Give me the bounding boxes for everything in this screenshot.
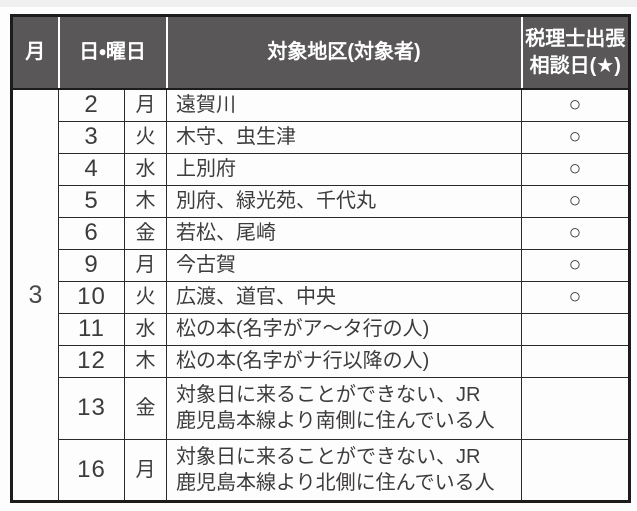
day-cell: 2 — [58, 88, 125, 122]
day-cell: 16 — [58, 438, 125, 502]
tax-mark-cell: ○ — [521, 216, 630, 250]
table-row: 3 火 木守、虫生津 ○ — [12, 120, 630, 154]
area-cell: 若松、尾崎 — [166, 216, 522, 250]
weekday-cell: 火 — [124, 120, 167, 154]
tax-mark-cell — [521, 376, 630, 440]
tax-mark-cell: ○ — [521, 280, 630, 314]
header-row: 月 日・曜日 対象地区(対象者) 税理士出張 相談日(★) — [11, 15, 630, 90]
table-row: 5 木 別府、緑光苑、千代丸 ○ — [12, 184, 630, 218]
header-tax-consultation: 税理士出張 相談日(★) — [520, 15, 630, 90]
month-cell: 3 — [11, 88, 59, 502]
tax-mark-cell — [521, 312, 630, 346]
table-row: 13 金 対象日に来ることができない、JR 鹿児島本線より南側に住んでいる人 — [12, 376, 630, 440]
header-day-weekday: 日・曜日 — [57, 15, 167, 90]
table-row: 10 火 広渡、道官、中央 ○ — [12, 280, 630, 314]
table-row: 12 木 松の本(名字がナ行以降の人) — [12, 344, 630, 378]
weekday-cell: 木 — [124, 344, 167, 378]
day-cell: 9 — [58, 248, 125, 282]
tax-mark-cell: ○ — [521, 120, 630, 154]
day-cell: 5 — [58, 184, 125, 218]
area-cell: 対象日に来ることができない、JR 鹿児島本線より南側に住んでいる人 — [166, 376, 522, 440]
area-cell: 遠賀川 — [166, 88, 522, 122]
weekday-cell: 金 — [124, 376, 167, 440]
area-cell: 松の本(名字がナ行以降の人) — [166, 344, 522, 378]
weekday-cell: 金 — [124, 216, 167, 250]
day-cell: 12 — [58, 344, 125, 378]
area-cell: 広渡、道官、中央 — [166, 280, 522, 314]
tax-mark-cell: ○ — [521, 88, 630, 122]
table-row: 3 2 月 遠賀川 ○ — [11, 88, 630, 502]
tax-mark-cell — [521, 344, 630, 378]
weekday-cell: 月 — [124, 438, 167, 502]
area-cell: 上別府 — [166, 152, 522, 186]
weekday-cell: 火 — [124, 280, 167, 314]
weekday-cell: 月 — [124, 248, 167, 282]
table-row: 16 月 対象日に来ることができない、JR 鹿児島本線より北側に住んでいる人 — [12, 438, 630, 502]
day-cell: 13 — [58, 376, 125, 440]
area-cell: 対象日に来ることができない、JR 鹿児島本線より北側に住んでいる人 — [166, 438, 522, 502]
header-month: 月 — [11, 15, 59, 90]
table-row: 11 水 松の本(名字がア〜タ行の人) — [12, 312, 630, 346]
tax-mark-cell: ○ — [521, 152, 630, 186]
weekday-cell: 水 — [124, 152, 167, 186]
area-cell: 木守、虫生津 — [166, 120, 522, 154]
day-cell: 10 — [58, 280, 125, 314]
area-cell: 松の本(名字がア〜タ行の人) — [166, 312, 522, 346]
tax-mark-cell: ○ — [521, 248, 630, 282]
area-cell: 今古賀 — [166, 248, 522, 282]
day-cell: 4 — [58, 152, 125, 186]
tax-mark-cell: ○ — [521, 184, 630, 218]
schedule-table: 月 日・曜日 対象地区(対象者) 税理士出張 相談日(★) 3 2 月 遠賀川 … — [10, 14, 631, 503]
header-target-area: 対象地区(対象者) — [165, 15, 522, 90]
day-cell: 6 — [58, 216, 125, 250]
weekday-cell: 水 — [124, 312, 167, 346]
area-cell: 別府、緑光苑、千代丸 — [166, 184, 522, 218]
day-cell: 3 — [58, 120, 125, 154]
table-row: 4 水 上別府 ○ — [12, 152, 630, 186]
table-row: 6 金 若松、尾崎 ○ — [12, 216, 630, 250]
page-top-band — [0, 0, 637, 7]
weekday-cell: 月 — [124, 88, 167, 122]
table-row: 9 月 今古賀 ○ — [12, 248, 630, 282]
tax-mark-cell — [521, 438, 630, 502]
day-cell: 11 — [58, 312, 125, 346]
weekday-cell: 木 — [124, 184, 167, 218]
